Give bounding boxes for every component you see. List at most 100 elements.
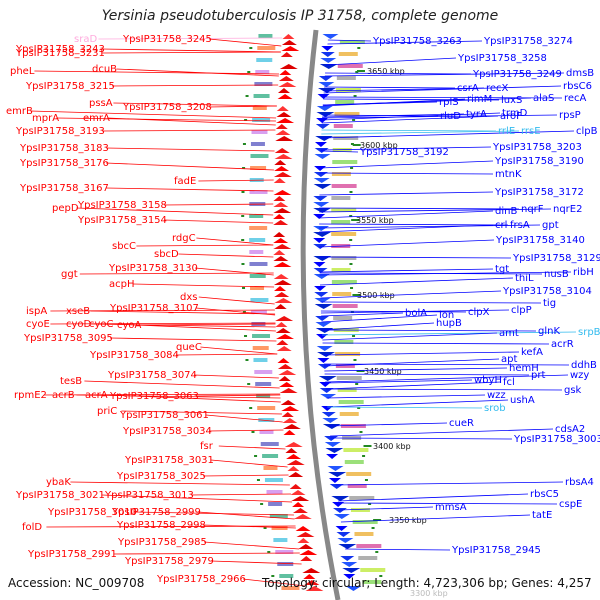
forward-gene-label: sbcD — [154, 249, 179, 260]
track-marker — [352, 335, 356, 337]
reverse-gene-arrow — [327, 466, 344, 471]
forward-gene-label: sraD — [74, 34, 97, 45]
reverse-gene-arrow — [320, 52, 335, 57]
cds-block — [362, 580, 382, 584]
reverse-gene-arrow — [313, 226, 330, 231]
label-connector — [105, 147, 275, 152]
forward-gene-label: YpsIP31758_3158 — [77, 200, 167, 211]
label-connector — [325, 381, 502, 390]
reverse-gene-label: frsA — [510, 220, 530, 231]
label-connector — [101, 51, 281, 54]
track-marker — [260, 503, 264, 505]
label-connector — [321, 314, 438, 323]
forward-gene-label: YpsIP31758_3061 — [119, 410, 209, 421]
forward-gene-label: YpsIP31758_3130 — [108, 263, 198, 274]
track-marker — [251, 431, 255, 433]
cds-block — [266, 490, 283, 494]
label-connector — [202, 524, 296, 529]
forward-gene-arrow — [290, 490, 306, 495]
reverse-gene-label: ddhB — [571, 360, 597, 371]
forward-gene-label: acrB — [52, 390, 75, 401]
forward-gene-label: YpsIP31758_3095 — [23, 333, 113, 344]
reverse-gene-arrow — [342, 568, 361, 573]
reverse-gene-label: thiL — [515, 273, 534, 284]
reverse-gene-arrow — [337, 538, 354, 543]
cds-block — [249, 274, 266, 278]
label-connector — [141, 323, 276, 326]
reverse-gene-arrow — [324, 442, 341, 447]
forward-gene-label: xseB — [66, 306, 90, 317]
label-connector — [113, 102, 277, 107]
label-connector — [56, 117, 276, 122]
label-connector — [322, 98, 466, 107]
forward-gene-arrow — [280, 400, 296, 405]
forward-gene-arrow — [278, 76, 294, 81]
label-connector — [323, 96, 563, 99]
cds-block — [333, 124, 353, 128]
reverse-gene-label: hemH — [509, 363, 539, 374]
label-connector — [324, 72, 565, 77]
label-connector — [113, 552, 300, 555]
reverse-gene-label: trmD — [502, 108, 528, 119]
label-connector — [175, 353, 278, 356]
reverse-gene-arrow — [314, 298, 331, 303]
track-marker — [349, 263, 353, 265]
forward-gene-label: cyoC — [89, 319, 114, 330]
forward-gene-arrow — [276, 106, 289, 111]
track-marker — [368, 503, 372, 505]
track-marker — [241, 263, 245, 265]
label-connector — [325, 57, 457, 66]
forward-gene-label: YpsIP31758_3013 — [104, 490, 194, 501]
forward-gene-arrow — [273, 250, 286, 255]
cds-block — [252, 118, 271, 122]
cds-block — [337, 388, 357, 392]
cds-block — [331, 280, 357, 284]
label-connector — [320, 150, 359, 153]
reverse-gene-label: rbsC5 — [530, 489, 559, 500]
track-marker — [371, 527, 375, 529]
forward-gene-label: queC — [176, 342, 202, 353]
label-connector — [327, 40, 483, 45]
label-connector — [319, 223, 509, 226]
kbp-label: 3400 kbp — [373, 442, 411, 451]
forward-gene-arrow — [304, 580, 320, 585]
label-connector — [324, 86, 456, 89]
reverse-gene-arrow — [321, 412, 336, 417]
label-connector — [321, 329, 537, 332]
label-connector — [163, 203, 274, 206]
forward-gene-arrow — [298, 544, 314, 549]
label-connector — [109, 337, 277, 342]
label-connector — [321, 130, 520, 135]
forward-gene-arrow — [302, 568, 321, 573]
label-connector — [133, 283, 275, 288]
forward-gene-arrow — [275, 124, 288, 129]
label-connector — [109, 394, 281, 403]
cds-block — [250, 310, 267, 314]
forward-gene-arrow — [286, 460, 305, 465]
forward-gene-label: YpsIP31758_3063 — [109, 391, 199, 402]
track-marker — [244, 335, 248, 337]
forward-gene-arrow — [273, 232, 286, 237]
cds-block — [333, 316, 353, 320]
forward-gene-label: YpsIP31758_3031 — [124, 455, 214, 466]
cds-block — [251, 130, 268, 134]
cds-block — [331, 184, 357, 188]
forward-gene-arrow — [277, 88, 290, 93]
cds-block — [336, 376, 362, 380]
track-marker — [349, 191, 353, 193]
reverse-gene-arrow — [313, 262, 326, 267]
label-connector — [321, 309, 510, 314]
reverse-gene-arrow — [313, 232, 332, 237]
reverse-gene-label: crl — [495, 220, 507, 231]
label-connector — [330, 428, 554, 437]
label-connector — [323, 98, 500, 101]
kbp-ticks — [351, 70, 382, 521]
label-connector — [210, 459, 288, 468]
label-connector — [322, 331, 577, 336]
reverse-gene-arrow — [313, 202, 330, 207]
label-connector — [50, 309, 275, 312]
label-connector — [101, 48, 281, 53]
forward-gene-label: ggt — [61, 269, 78, 280]
forward-gene-arrow — [274, 292, 290, 297]
